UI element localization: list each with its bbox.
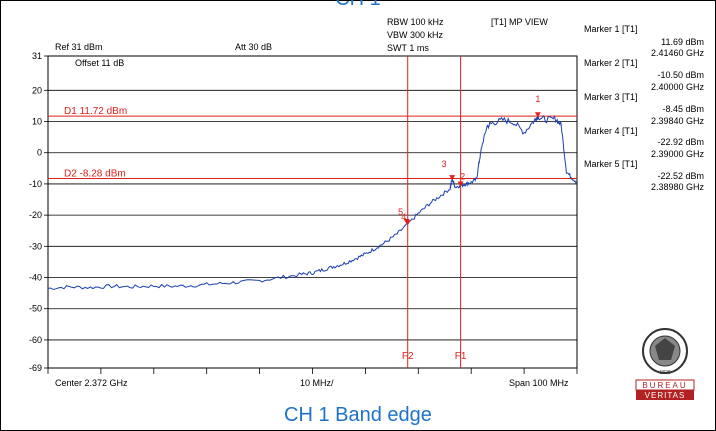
x-ticks xyxy=(47,368,578,374)
plot-area xyxy=(47,55,578,369)
y-tick-label: -50 xyxy=(29,304,42,314)
horizontal-grid xyxy=(44,55,577,369)
y-tick-label: -60 xyxy=(29,335,42,345)
marker-table: Marker 1 [T1] 11.69 dBm 2.41460 GHz Mark… xyxy=(584,24,704,192)
offset-label: Offset 11 dB xyxy=(75,58,124,68)
y-tick-label: 20 xyxy=(32,85,42,95)
marker-2-level: -10.50 dBm xyxy=(657,70,704,80)
swt-label: SWT 1 ms xyxy=(387,43,429,53)
marker-1-label: Marker 1 [T1] xyxy=(584,24,638,34)
rbw-label: RBW 100 kHz xyxy=(387,17,444,27)
marker-5-freq: 2.38980 GHz xyxy=(651,182,705,192)
marker-4-label: Marker 4 [T1] xyxy=(584,126,638,136)
y-tick-label: -40 xyxy=(29,273,42,283)
marker-2-freq: 2.40000 GHz xyxy=(651,82,705,92)
ref-label: Ref 31 dBm xyxy=(55,42,103,52)
bureau-veritas-logo: 1828 BUREAU VERITAS xyxy=(635,328,695,400)
marker-1-freq: 2.41460 GHz xyxy=(651,48,705,58)
marker-3-freq: 2.39840 GHz xyxy=(651,116,705,126)
center-label: Center 2.372 GHz xyxy=(55,378,128,388)
y-tick-label: 0 xyxy=(37,148,42,158)
y-tick-label: -20 xyxy=(29,210,42,220)
y-tick-labels: 31 20 10 0 -10 -20 -30 -40 -50 -60 -69 xyxy=(29,51,42,373)
marker-2-label: Marker 2 [T1] xyxy=(584,58,638,68)
frequency-line-label: F2 xyxy=(402,351,414,362)
marker-4-level: -22.92 dBm xyxy=(657,137,704,147)
marker-3-label: Marker 3 [T1] xyxy=(584,92,638,102)
logo-emblem-icon xyxy=(655,338,675,360)
vbw-label: VBW 300 kHz xyxy=(387,30,444,40)
marker-label: 5 xyxy=(398,207,403,217)
marker-triangle xyxy=(534,112,541,118)
marker-5-level: -22.52 dBm xyxy=(657,171,704,181)
display-line-label: D1 11.72 dBm xyxy=(64,106,127,117)
y-tick-label: -69 xyxy=(29,363,42,373)
spectrum-trace xyxy=(47,115,578,291)
att-label: Att 30 dB xyxy=(235,42,272,52)
marker-triangle xyxy=(457,181,464,187)
logo-word2: VERITAS xyxy=(645,391,686,400)
marker-triangle xyxy=(403,218,410,224)
marker-triangle xyxy=(449,175,456,181)
top-caption: CH 1 xyxy=(0,0,716,11)
logo-year: 1828 xyxy=(659,370,670,376)
marker-label: 4 xyxy=(401,212,406,222)
marker-5-label: Marker 5 [T1] xyxy=(584,159,638,169)
y-tick-label: -30 xyxy=(29,241,42,251)
div-label: 10 MHz/ xyxy=(300,378,334,388)
span-label: Span 100 MHz xyxy=(509,378,569,388)
y-tick-label: 10 xyxy=(32,117,42,127)
marker-1-level: 11.69 dBm xyxy=(661,37,704,47)
display-line-label: D2 -8.28 dBm xyxy=(64,169,126,180)
marker-3-level: -8.45 dBm xyxy=(662,104,704,114)
marker-label: 2 xyxy=(460,171,465,181)
trace-label: [T1] MP VIEW xyxy=(491,17,548,27)
logo-word2-box xyxy=(636,390,694,400)
marker-label: 3 xyxy=(442,159,447,169)
marker-4-freq: 2.39000 GHz xyxy=(651,149,705,159)
y-tick-label: -10 xyxy=(29,179,42,189)
marker-points: 1 2 3 45 xyxy=(398,94,541,226)
display-lines: D1 11.72 dBm D2 -8.28 dBm xyxy=(48,106,577,180)
logo-word1: BUREAU xyxy=(642,381,687,390)
y-tick-label: 31 xyxy=(32,51,42,61)
frequency-line-label: F1 xyxy=(455,351,467,362)
frequency-lines: F2 F1 xyxy=(402,56,467,368)
figure-caption: CH 1 Band edge xyxy=(284,404,432,426)
marker-label: 1 xyxy=(535,94,540,104)
